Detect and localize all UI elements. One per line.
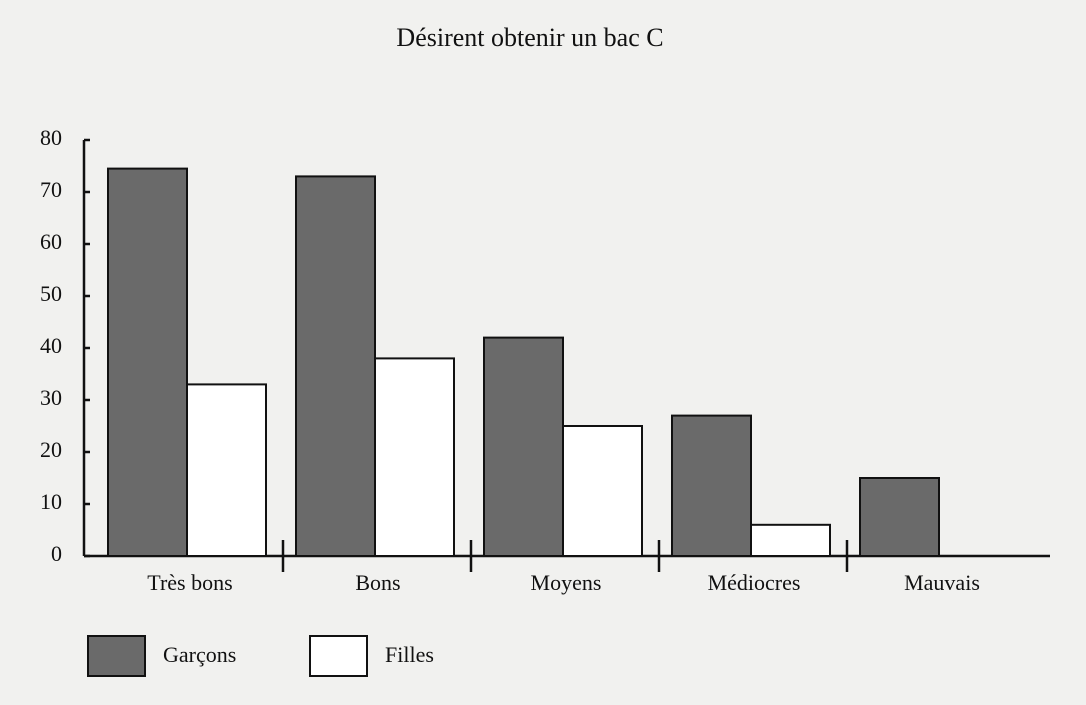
y-tick-label: 70 <box>40 177 62 202</box>
bar <box>374 357 455 557</box>
chart-title: Désirent obtenir un bac C <box>396 23 663 52</box>
y-tick-label: 10 <box>40 489 62 514</box>
legend-label: Filles <box>385 642 434 667</box>
bar <box>186 383 267 557</box>
y-tick-label: 50 <box>40 281 62 306</box>
y-tick-label: 80 <box>40 125 62 150</box>
bar <box>107 167 188 557</box>
y-tick-label: 40 <box>40 333 62 358</box>
legend-swatch <box>87 635 146 677</box>
y-tick-label: 30 <box>40 385 62 410</box>
bar <box>295 175 376 557</box>
bar <box>483 336 564 557</box>
x-tick-label: Médiocres <box>708 570 801 595</box>
bar <box>671 414 752 557</box>
x-tick-label: Très bons <box>147 570 232 595</box>
legend-label: Garçons <box>163 642 236 667</box>
y-tick-label: 20 <box>40 437 62 462</box>
y-tick-label: 0 <box>51 541 62 566</box>
bar <box>750 523 831 557</box>
y-tick-label: 60 <box>40 229 62 254</box>
x-tick-label: Bons <box>355 570 400 595</box>
legend-swatch <box>309 635 368 677</box>
x-tick-label: Moyens <box>531 570 602 595</box>
x-tick-label: Mauvais <box>904 570 980 595</box>
bar <box>562 425 643 557</box>
bar <box>859 477 940 557</box>
